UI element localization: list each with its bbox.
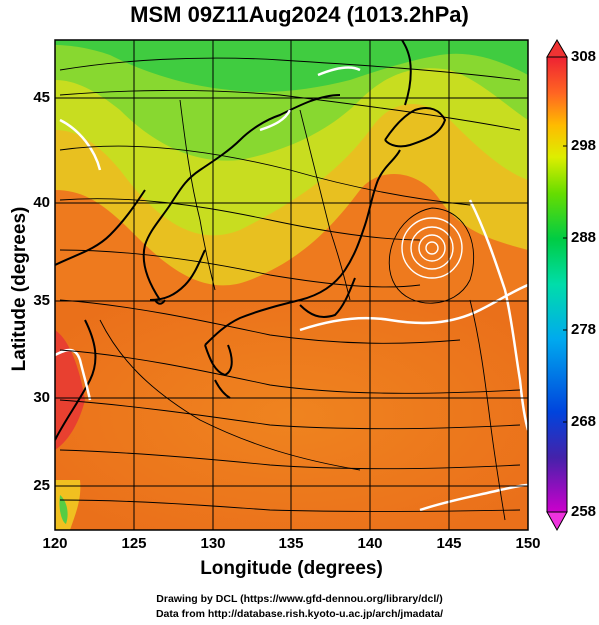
- x-tick-120: 120: [42, 535, 68, 552]
- x-tick-145: 145: [436, 535, 462, 552]
- y-tick-45: 45: [33, 89, 50, 106]
- colorbar: [546, 39, 568, 532]
- map-title: MSM 09Z11Aug2024 (1013.2hPa): [130, 2, 469, 27]
- x-axis-label: Longitude (degrees): [200, 558, 383, 579]
- x-tick-150: 150: [515, 535, 541, 552]
- y-tick-40: 40: [33, 194, 50, 211]
- plot-frame: [54, 39, 529, 531]
- streamlines: [59, 57, 521, 521]
- y-tick-35: 35: [33, 292, 50, 309]
- coastlines: [55, 40, 447, 441]
- credit-drawing: Drawing by DCL (https://www.gfd-dennou.o…: [156, 593, 443, 605]
- colorbar-tick-278: 278: [571, 321, 597, 338]
- colorbar-tick-258: 258: [571, 503, 597, 520]
- y-tick-25: 25: [33, 477, 50, 494]
- x-tick-140: 140: [357, 535, 383, 552]
- colorbar-tick-298: 298: [571, 137, 597, 154]
- grid-lines: [55, 40, 528, 530]
- x-tick-135: 135: [278, 535, 304, 552]
- x-tick-130: 130: [200, 535, 226, 552]
- colorbar-tick-268: 268: [571, 413, 597, 430]
- credit-data: Data from http://database.rish.kyoto-u.a…: [155, 608, 444, 620]
- colorbar-tick-288: 288: [571, 229, 597, 246]
- y-axis-label: Latitude (degrees): [9, 206, 30, 372]
- y-tick-30: 30: [33, 389, 50, 406]
- colorbar-tick-308: 308: [571, 48, 597, 65]
- x-tick-125: 125: [121, 535, 147, 552]
